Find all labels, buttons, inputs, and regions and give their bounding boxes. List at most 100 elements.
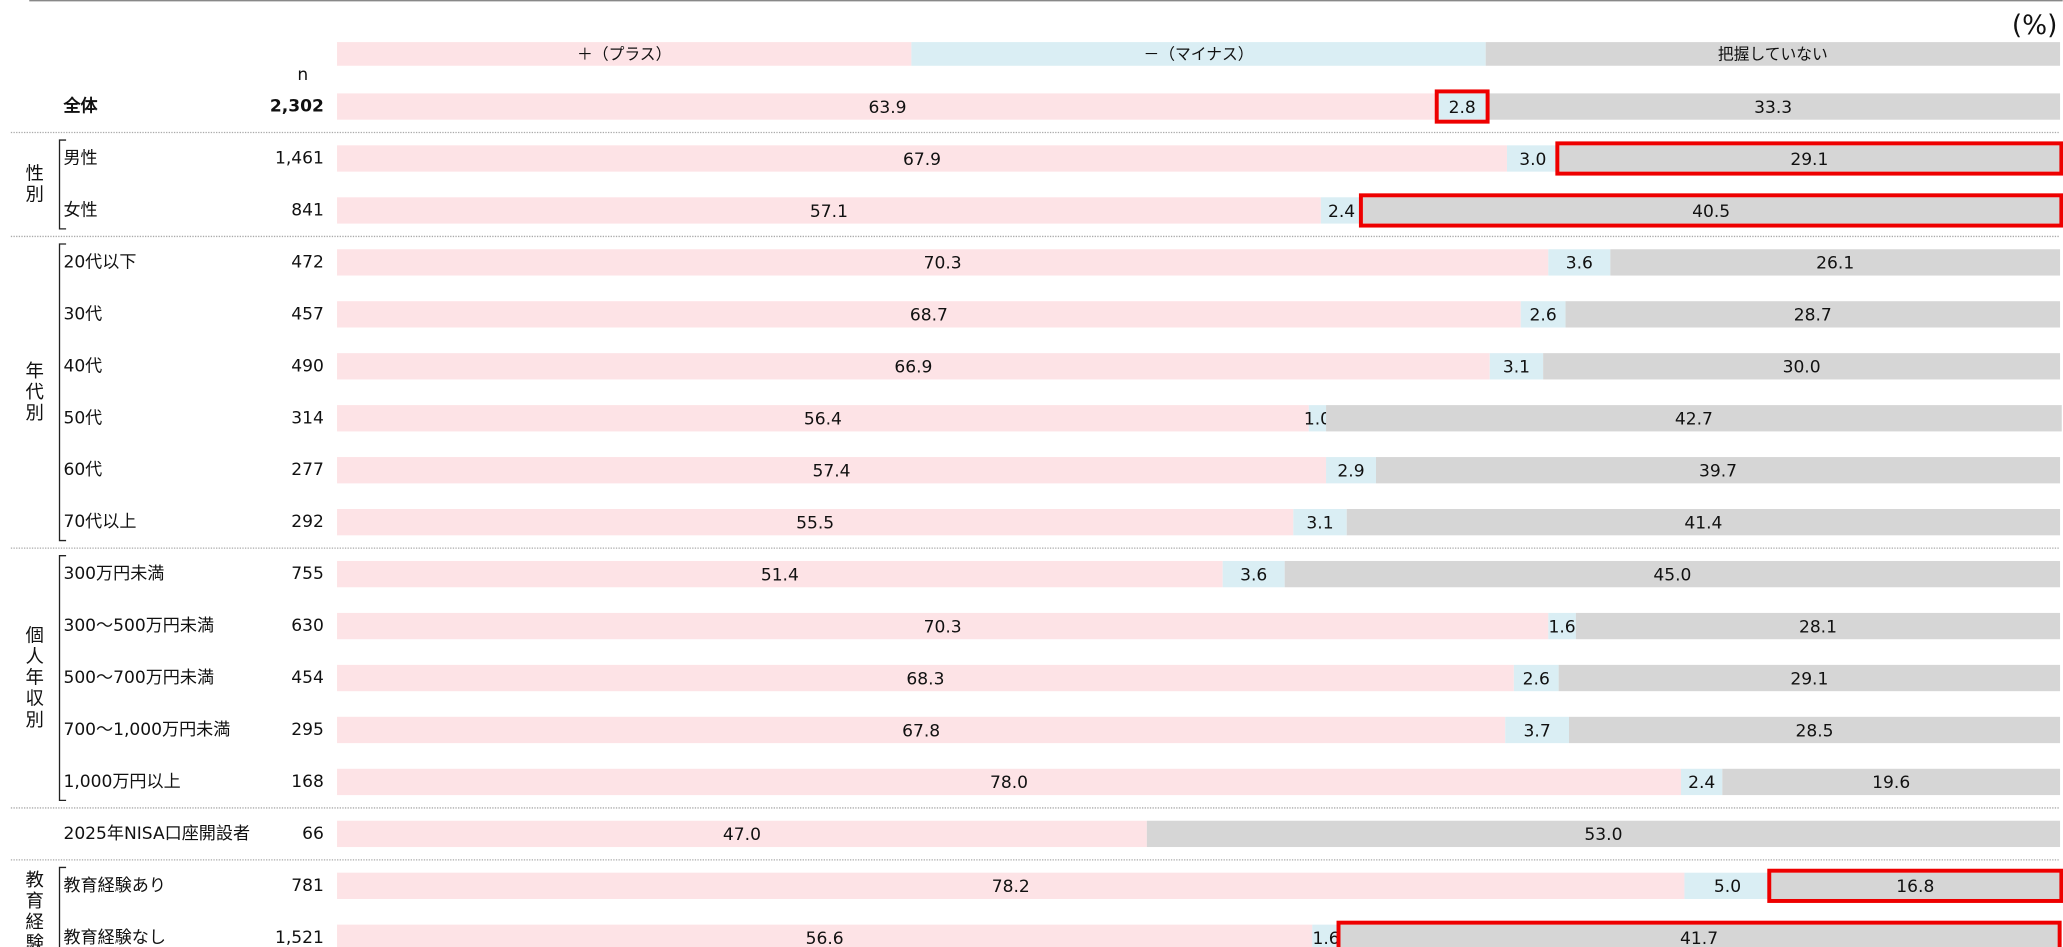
- value-label: 39.7: [1699, 462, 1737, 482]
- bar-segment: [1684, 872, 1771, 899]
- row-label: 女性: [63, 200, 97, 220]
- unit-label: (%): [2012, 11, 2058, 41]
- row-label: 300～500万円未満: [63, 616, 214, 636]
- group-bracket: [58, 866, 67, 947]
- value-label: 41.4: [1684, 513, 1722, 533]
- bar-segment: [337, 405, 1309, 432]
- row-label: 60代: [63, 460, 102, 480]
- bar-segment: [337, 145, 1507, 172]
- n-value: 277: [291, 460, 324, 480]
- value-label: 3.6: [1566, 254, 1593, 274]
- bar-segment: [337, 560, 1223, 588]
- value-label: 67.9: [903, 150, 941, 170]
- bar-segment: [337, 820, 1147, 848]
- value-label: 26.1: [1816, 254, 1854, 274]
- value-label: 41.7: [1680, 929, 1718, 947]
- row-label: 40代: [63, 356, 102, 376]
- value-label: 1.6: [1549, 617, 1576, 637]
- legend-swatch: [911, 42, 1486, 66]
- row-label: 教育経験あり: [63, 876, 165, 896]
- n-value: 295: [291, 720, 324, 740]
- bar-segment: [1558, 145, 2061, 172]
- value-label: 3.0: [1519, 150, 1546, 170]
- value-label: 33.3: [1754, 98, 1792, 118]
- bar-segment: [337, 612, 1549, 640]
- n-value: 472: [291, 252, 324, 272]
- bar-segment: [337, 768, 1681, 796]
- bar-segment: [337, 509, 1294, 536]
- value-label: 3.1: [1503, 358, 1530, 378]
- bar-segment: [1326, 405, 2062, 432]
- bar-segment: [1548, 612, 1576, 640]
- n-value: 841: [291, 200, 324, 220]
- value-label: 47.0: [723, 825, 761, 845]
- value-label: 53.0: [1584, 825, 1622, 845]
- row-label: 20代以下: [63, 252, 136, 272]
- legend-swatch: [337, 42, 912, 66]
- bar-segment: [1326, 457, 1377, 484]
- bar-segment: [1568, 716, 2061, 744]
- n-value: 1,461: [275, 148, 324, 168]
- bar-segment: [1543, 353, 2061, 380]
- value-label: 55.5: [796, 513, 834, 533]
- bar-segment: [1506, 145, 1559, 172]
- value-label: 19.6: [1872, 773, 1910, 793]
- n-value: 457: [291, 304, 324, 324]
- value-label: 29.1: [1790, 669, 1828, 689]
- bar-segment: [1489, 353, 1544, 380]
- n-value: 490: [291, 356, 324, 376]
- bar-segment: [1505, 716, 1569, 744]
- n-value: 2,302: [270, 97, 324, 117]
- bar-segment: [1558, 664, 2061, 692]
- row-label: 300万円未満: [63, 564, 164, 584]
- bar-segment: [1284, 560, 2061, 588]
- value-label: 28.7: [1794, 306, 1832, 326]
- value-label: 78.0: [990, 773, 1028, 793]
- value-label: 45.0: [1653, 565, 1691, 585]
- bar-segment: [1362, 197, 2061, 224]
- value-label: 70.3: [924, 617, 962, 637]
- bar-segment: [337, 301, 1521, 328]
- bar-segment: [1339, 924, 2059, 947]
- value-label: 57.1: [810, 202, 848, 222]
- value-label: 40.5: [1692, 202, 1730, 222]
- value-label: 57.4: [813, 462, 851, 482]
- value-label: 2.6: [1530, 306, 1557, 326]
- bar-segment: [337, 249, 1549, 276]
- bar-segment: [1346, 509, 2061, 536]
- bar-segment: [1222, 560, 1285, 588]
- value-label: 66.9: [894, 358, 932, 378]
- bar-segment: [1312, 924, 1340, 947]
- value-label: 67.8: [902, 721, 940, 741]
- value-label: 78.2: [992, 877, 1030, 897]
- row-label: 全体: [62, 96, 98, 117]
- value-label: 51.4: [761, 565, 799, 585]
- group-label: 教育経験: [23, 870, 44, 947]
- value-label: 1.6: [1312, 929, 1339, 947]
- value-label: 2.4: [1688, 773, 1715, 793]
- bar-segment: [1320, 197, 1363, 224]
- highlight-box: [1434, 89, 1490, 124]
- group-label: 性別: [23, 163, 44, 205]
- row-label: 教育経験なし: [63, 928, 165, 947]
- bar-segment: [337, 93, 1439, 120]
- value-label: 68.3: [906, 669, 944, 689]
- row-label: 50代: [63, 408, 102, 428]
- n-value: 781: [291, 876, 324, 896]
- value-label: 2.8: [1449, 98, 1476, 118]
- bar-segment: [1548, 249, 1611, 276]
- n-value: 1,521: [275, 928, 324, 947]
- value-label: 30.0: [1783, 358, 1821, 378]
- bar-segment: [1722, 768, 2061, 796]
- highlight-box: [1358, 193, 2063, 228]
- bar-segment: [1680, 768, 1723, 796]
- value-label: 3.1: [1306, 513, 1333, 533]
- group-label: 個人年収別: [23, 625, 44, 730]
- n-value: 454: [291, 668, 324, 688]
- bar-segment: [1376, 457, 2061, 484]
- bar-segment: [1486, 93, 2061, 120]
- value-label: 70.3: [924, 254, 962, 274]
- row-label: 男性: [63, 148, 97, 168]
- n-value: 314: [291, 408, 324, 428]
- value-label: 56.4: [804, 410, 842, 430]
